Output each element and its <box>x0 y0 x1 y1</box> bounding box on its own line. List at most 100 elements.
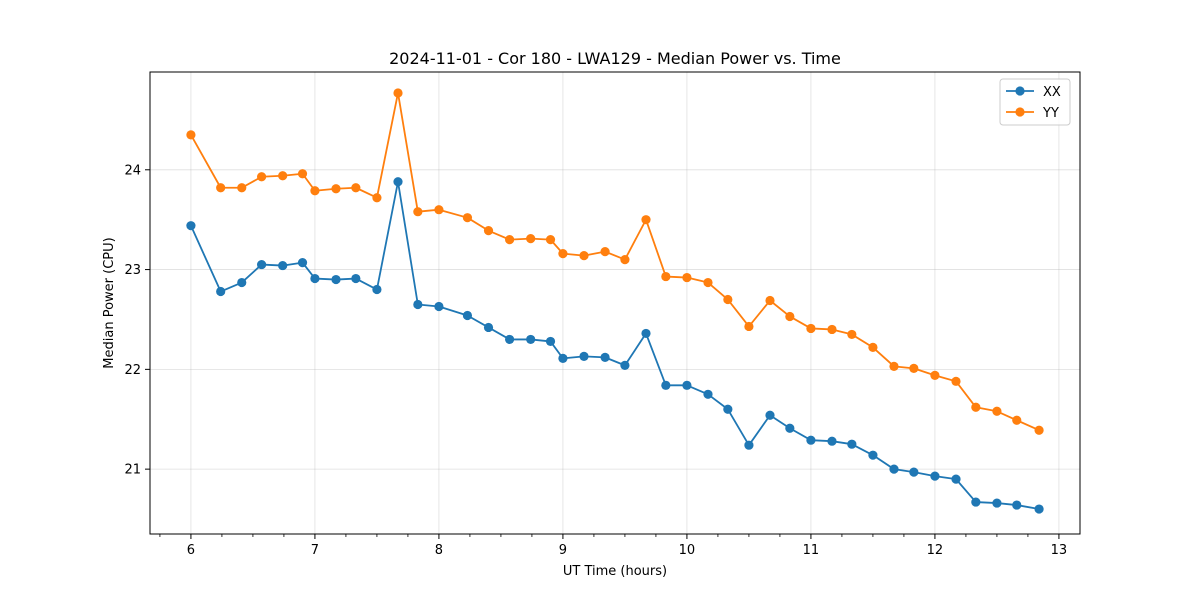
x-tick-label: 6 <box>187 543 195 558</box>
data-point-xx <box>930 471 940 481</box>
data-point-yy <box>847 329 857 340</box>
data-point-xx <box>310 273 320 284</box>
x-tick-label: 12 <box>927 543 944 558</box>
data-point-xx <box>765 410 775 420</box>
data-point-yy <box>744 321 754 332</box>
data-point-yy <box>909 363 919 373</box>
data-point-xx <box>661 380 671 390</box>
data-point-yy <box>545 235 556 245</box>
data-point-xx <box>1012 500 1022 510</box>
data-point-xx <box>462 310 473 321</box>
y-tick-label: 23 <box>124 263 141 278</box>
data-point-yy <box>889 361 899 371</box>
data-point-xx <box>600 352 610 362</box>
data-point-yy <box>868 342 878 352</box>
data-point-xx <box>393 177 403 187</box>
x-tick-label: 9 <box>559 543 567 558</box>
data-point-yy <box>237 183 247 193</box>
data-point-xx <box>785 423 795 433</box>
legend: XX YY <box>999 78 1071 126</box>
data-point-yy <box>257 172 267 182</box>
data-point-yy <box>930 370 940 380</box>
data-point-xx <box>216 286 226 297</box>
data-point-yy <box>393 88 403 98</box>
data-point-xx <box>558 353 568 363</box>
data-point-xx <box>1034 504 1044 514</box>
data-point-yy <box>806 323 816 334</box>
data-point-xx <box>483 322 494 333</box>
data-point-xx <box>620 360 630 370</box>
x-tick-label: 13 <box>1051 543 1068 558</box>
data-point-yy <box>558 249 568 259</box>
data-point-xx <box>682 380 692 390</box>
x-tick-label: 7 <box>311 543 319 558</box>
data-point-xx <box>545 336 556 347</box>
data-point-xx <box>723 404 733 414</box>
y-tick-label: 22 <box>124 363 141 378</box>
data-point-xx <box>703 389 713 399</box>
data-point-xx <box>806 435 816 445</box>
plot-frame <box>149 71 1081 535</box>
data-point-xx <box>744 440 754 450</box>
y-axis-label: Median Power (CPU) <box>102 237 117 368</box>
data-point-xx <box>827 436 837 446</box>
data-point-xx <box>186 221 196 231</box>
x-axis-label: UT Time (hours) <box>563 564 667 579</box>
data-point-xx <box>297 257 308 268</box>
data-point-xx <box>909 467 919 477</box>
data-point-xx <box>889 464 899 474</box>
data-point-xx <box>331 274 341 285</box>
data-point-xx <box>579 351 589 361</box>
data-point-xx <box>526 334 536 345</box>
data-point-yy <box>505 235 515 245</box>
legend-marker-yy <box>1015 107 1025 117</box>
series-yy <box>186 88 1044 435</box>
data-point-xx <box>372 284 382 295</box>
data-point-xx <box>413 299 423 310</box>
data-point-yy <box>971 402 981 412</box>
data-point-yy <box>827 324 837 335</box>
data-point-yy <box>703 277 713 288</box>
data-point-xx <box>847 439 857 449</box>
legend-label-xx: XX <box>1043 85 1061 100</box>
data-point-xx <box>505 334 515 345</box>
data-point-yy <box>483 226 494 236</box>
data-point-yy <box>641 215 651 225</box>
data-point-yy <box>216 183 226 193</box>
data-point-yy <box>297 169 308 179</box>
data-point-xx <box>951 474 961 484</box>
legend-marker-xx <box>1015 86 1025 96</box>
data-point-xx <box>971 497 981 507</box>
data-point-xx <box>278 260 288 271</box>
data-point-yy <box>372 193 382 203</box>
y-tick-label: 24 <box>124 163 141 178</box>
data-point-yy <box>579 251 589 261</box>
axis-ticks: 6 7 8 9 10 11 12 13 21 22 23 24 <box>124 163 1067 558</box>
series-xx <box>186 177 1044 514</box>
data-point-yy <box>1012 415 1022 425</box>
data-point-xx <box>237 277 247 288</box>
data-point-yy <box>186 130 196 140</box>
data-point-xx <box>868 450 878 460</box>
data-point-yy <box>434 205 444 215</box>
data-point-yy <box>765 295 775 306</box>
chart-title: 2024-11-01 - Cor 180 - LWA129 - Median P… <box>389 49 841 68</box>
data-point-yy <box>351 183 361 193</box>
data-series <box>186 88 1044 514</box>
x-tick-label: 10 <box>679 543 696 558</box>
data-point-xx <box>351 273 361 284</box>
data-point-yy <box>526 234 536 244</box>
legend-label-yy: YY <box>1042 106 1059 121</box>
data-point-yy <box>723 294 733 305</box>
data-point-yy <box>992 406 1002 416</box>
data-point-xx <box>641 328 651 339</box>
data-point-yy <box>462 213 473 223</box>
data-point-xx <box>257 259 267 270</box>
data-point-yy <box>682 272 692 283</box>
data-point-xx <box>992 498 1002 508</box>
data-point-yy <box>310 186 320 196</box>
data-point-yy <box>661 271 671 282</box>
data-point-yy <box>278 171 288 181</box>
data-point-yy <box>600 247 610 257</box>
data-point-yy <box>331 184 341 194</box>
